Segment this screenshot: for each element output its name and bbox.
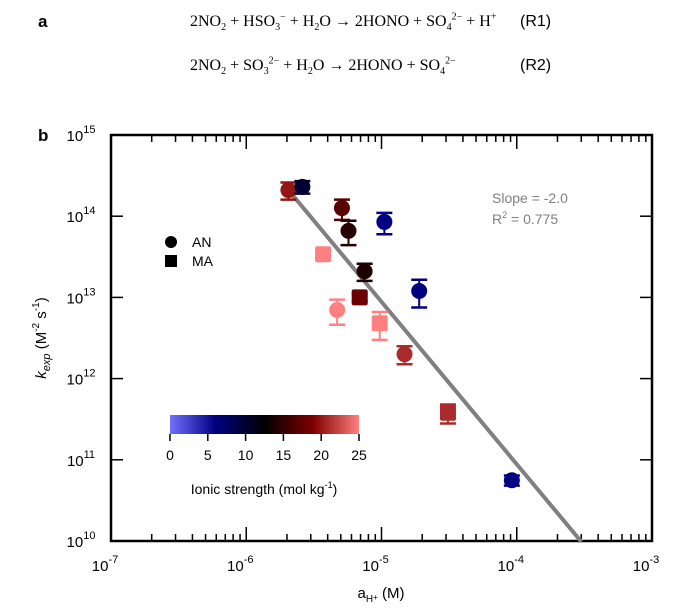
point-marker-circle: [503, 472, 520, 489]
data-point: [503, 472, 520, 489]
x-tick-label: 10-5: [362, 554, 388, 575]
point-marker-circle: [396, 346, 413, 363]
colorbar-gradient: [170, 415, 359, 434]
legend-circle-icon: [165, 236, 177, 248]
data-point: [376, 211, 393, 236]
point-marker-square: [371, 315, 388, 332]
point-marker-circle: [333, 200, 350, 217]
legend: AN MA: [165, 234, 214, 269]
data-point: [439, 403, 456, 425]
annotation: Slope = -2.0 R2 = 0.775: [492, 190, 568, 227]
data-point: [315, 246, 332, 263]
colorbar-tick-label: 20: [313, 447, 329, 463]
point-marker-square: [439, 404, 456, 421]
data-point: [294, 178, 311, 195]
data-point: [340, 219, 357, 247]
data-point: [411, 278, 428, 309]
fit-line: [286, 188, 583, 543]
axes: 10-7 10-6 10-5 10-4 10-3 1010 1011 1012 1013 1014…: [31, 124, 659, 605]
legend-label-an: AN: [192, 234, 211, 250]
y-tick-label: 1013: [67, 286, 96, 307]
colorbar: 0 5 10 15 20 25 Ionic strength (mol kg-1): [166, 415, 367, 497]
point-marker-circle: [356, 263, 373, 280]
point-marker-circle: [280, 182, 297, 199]
x-tick-label: 10-4: [498, 554, 524, 575]
colorbar-tick-label: 15: [276, 447, 292, 463]
data-point: [351, 289, 368, 306]
point-marker-square: [351, 289, 368, 306]
data-point: [333, 198, 350, 222]
reaction-r1-tag: (R1): [520, 13, 552, 30]
data-point: [280, 181, 297, 201]
colorbar-tick-label: 25: [351, 447, 367, 463]
data-point: [356, 262, 373, 283]
point-marker-circle: [411, 282, 428, 299]
r2-annotation: R2 = 0.775: [492, 210, 558, 227]
data-points: [280, 178, 520, 489]
panel-b-label: b: [38, 126, 49, 145]
point-marker-circle: [340, 222, 357, 239]
point-marker-circle: [376, 213, 393, 230]
fit-line-group: [286, 188, 583, 543]
point-marker-square: [315, 246, 332, 263]
colorbar-label: Ionic strength (mol kg-1): [191, 480, 338, 497]
point-marker-circle: [329, 301, 346, 318]
y-tick-label: 1010: [67, 530, 96, 551]
y-tick-label: 1012: [67, 368, 96, 389]
y-tick-label: 1014: [67, 205, 96, 226]
data-point: [329, 298, 346, 327]
reaction-r2: 2NO2 + SO32− + H2O → 2HONO + SO42−: [190, 56, 456, 78]
y-tick-label: 1015: [67, 124, 96, 145]
x-tick-label: 10-6: [227, 554, 253, 575]
data-point: [371, 310, 388, 342]
x-tick-label: 10-7: [92, 554, 118, 575]
point-marker-circle: [294, 178, 311, 195]
reaction-r1: 2NO2 + HSO3− + H2O → 2HONO + SO42− + H+: [190, 12, 497, 34]
data-point: [396, 345, 413, 366]
x-tick-label: 10-3: [633, 554, 659, 575]
legend-square-icon: [165, 255, 177, 267]
legend-label-ma: MA: [192, 253, 214, 269]
x-axis-label: aH+ (M): [358, 585, 405, 605]
reaction-r2-tag: (R2): [520, 57, 552, 74]
y-tick-label: 1011: [67, 449, 95, 470]
y-axis-label: kexp (M-2 s-1): [31, 297, 53, 378]
colorbar-tick-label: 5: [204, 447, 212, 463]
panel-a-label: a: [38, 12, 48, 31]
slope-annotation: Slope = -2.0: [492, 190, 568, 206]
colorbar-tick-label: 10: [238, 447, 254, 463]
colorbar-tick-label: 0: [166, 447, 174, 463]
